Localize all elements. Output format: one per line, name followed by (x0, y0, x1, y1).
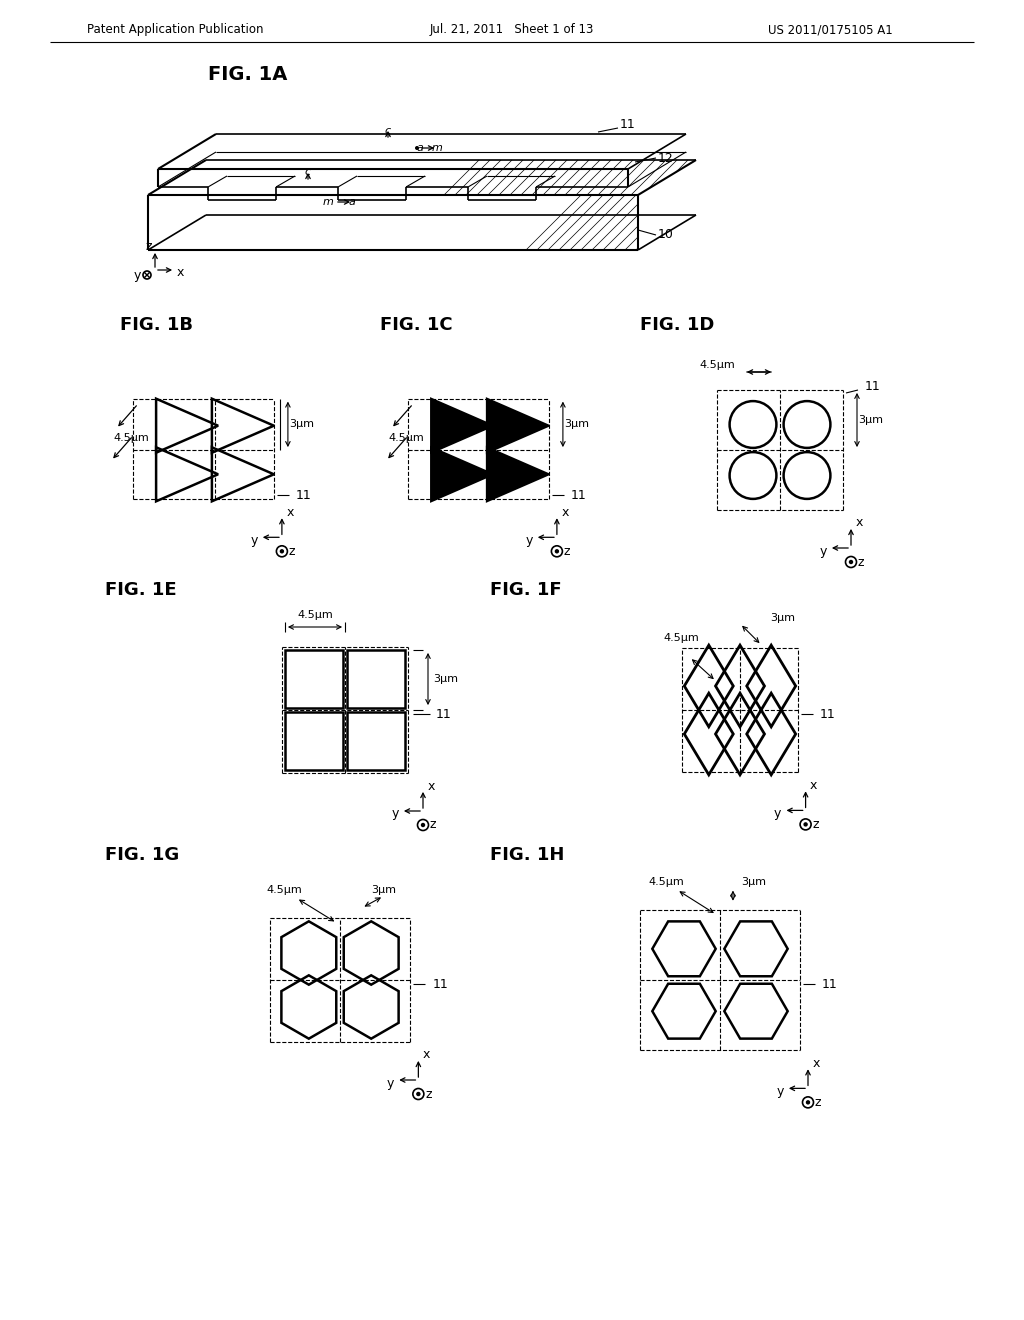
Text: Patent Application Publication: Patent Application Publication (87, 24, 263, 37)
Text: a: a (417, 143, 424, 153)
Text: 11: 11 (296, 488, 311, 502)
Text: 4.5μm: 4.5μm (664, 632, 699, 643)
Bar (347, 649, 406, 708)
Text: m: m (431, 143, 442, 153)
Text: x: x (427, 780, 434, 792)
Text: z: z (815, 1096, 821, 1109)
Text: 11: 11 (436, 708, 452, 721)
Text: z: z (812, 818, 819, 830)
Text: z: z (430, 818, 436, 832)
Bar (285, 649, 343, 708)
Circle shape (422, 824, 425, 826)
Text: 3μm: 3μm (741, 876, 767, 887)
Text: FIG. 1B: FIG. 1B (120, 315, 193, 334)
Text: 3μm: 3μm (290, 420, 314, 429)
Text: x: x (812, 1057, 819, 1069)
Text: 3μm: 3μm (858, 414, 884, 425)
Text: x: x (423, 1048, 430, 1061)
Text: a: a (348, 197, 355, 207)
Text: y: y (776, 1085, 783, 1098)
Text: y: y (819, 544, 826, 557)
Circle shape (555, 550, 558, 553)
Text: 11: 11 (819, 708, 836, 721)
Text: FIG. 1F: FIG. 1F (490, 581, 561, 599)
Circle shape (850, 561, 853, 564)
Text: 11: 11 (620, 119, 636, 132)
Text: z: z (425, 1088, 431, 1101)
Circle shape (281, 550, 284, 553)
Text: 3μm: 3μm (371, 884, 396, 895)
Text: x: x (810, 779, 817, 792)
Bar (285, 711, 343, 770)
Text: 3μm: 3μm (433, 675, 459, 684)
Circle shape (415, 147, 419, 150)
Text: 11: 11 (865, 380, 881, 392)
Text: z: z (289, 545, 295, 558)
Text: 4.5μm: 4.5μm (648, 876, 684, 887)
Text: 4.5μm: 4.5μm (388, 433, 424, 444)
Text: x: x (855, 516, 862, 529)
Circle shape (804, 822, 807, 826)
Text: 12: 12 (658, 152, 674, 165)
Text: y: y (387, 1077, 394, 1089)
Text: m: m (323, 197, 334, 207)
Text: 4.5μm: 4.5μm (297, 610, 333, 620)
Circle shape (807, 1101, 810, 1104)
Text: y: y (525, 533, 532, 546)
Circle shape (417, 1093, 420, 1096)
Text: 11: 11 (571, 488, 587, 502)
Text: z: z (858, 556, 864, 569)
Text: x: x (287, 506, 294, 519)
Text: y: y (774, 807, 781, 820)
Text: 4.5μm: 4.5μm (699, 360, 735, 370)
Text: Jul. 21, 2011   Sheet 1 of 13: Jul. 21, 2011 Sheet 1 of 13 (430, 24, 594, 37)
Text: c: c (385, 125, 391, 136)
Polygon shape (431, 399, 494, 453)
Text: y: y (250, 533, 258, 546)
Text: FIG. 1D: FIG. 1D (640, 315, 715, 334)
Text: z: z (563, 545, 570, 558)
Text: y: y (133, 268, 140, 281)
Text: 4.5μm: 4.5μm (114, 433, 150, 444)
Text: 11: 11 (432, 978, 449, 990)
Polygon shape (486, 399, 549, 453)
Text: 4.5μm: 4.5μm (267, 884, 302, 895)
Text: 3μm: 3μm (564, 420, 590, 429)
Bar (347, 711, 406, 770)
Text: 11: 11 (822, 978, 838, 990)
Text: FIG. 1C: FIG. 1C (380, 315, 453, 334)
Text: z: z (145, 239, 153, 252)
Text: 10: 10 (658, 228, 674, 242)
Text: FIG. 1G: FIG. 1G (105, 846, 179, 865)
Text: x: x (561, 506, 568, 519)
Text: FIG. 1H: FIG. 1H (490, 846, 564, 865)
Text: FIG. 1A: FIG. 1A (208, 66, 288, 84)
Text: c: c (305, 168, 311, 177)
Polygon shape (431, 447, 494, 502)
Text: y: y (391, 808, 398, 821)
Text: FIG. 1E: FIG. 1E (105, 581, 176, 599)
Text: US 2011/0175105 A1: US 2011/0175105 A1 (768, 24, 892, 37)
Text: x: x (176, 265, 183, 279)
Polygon shape (486, 447, 549, 502)
Text: 3μm: 3μm (770, 612, 795, 623)
